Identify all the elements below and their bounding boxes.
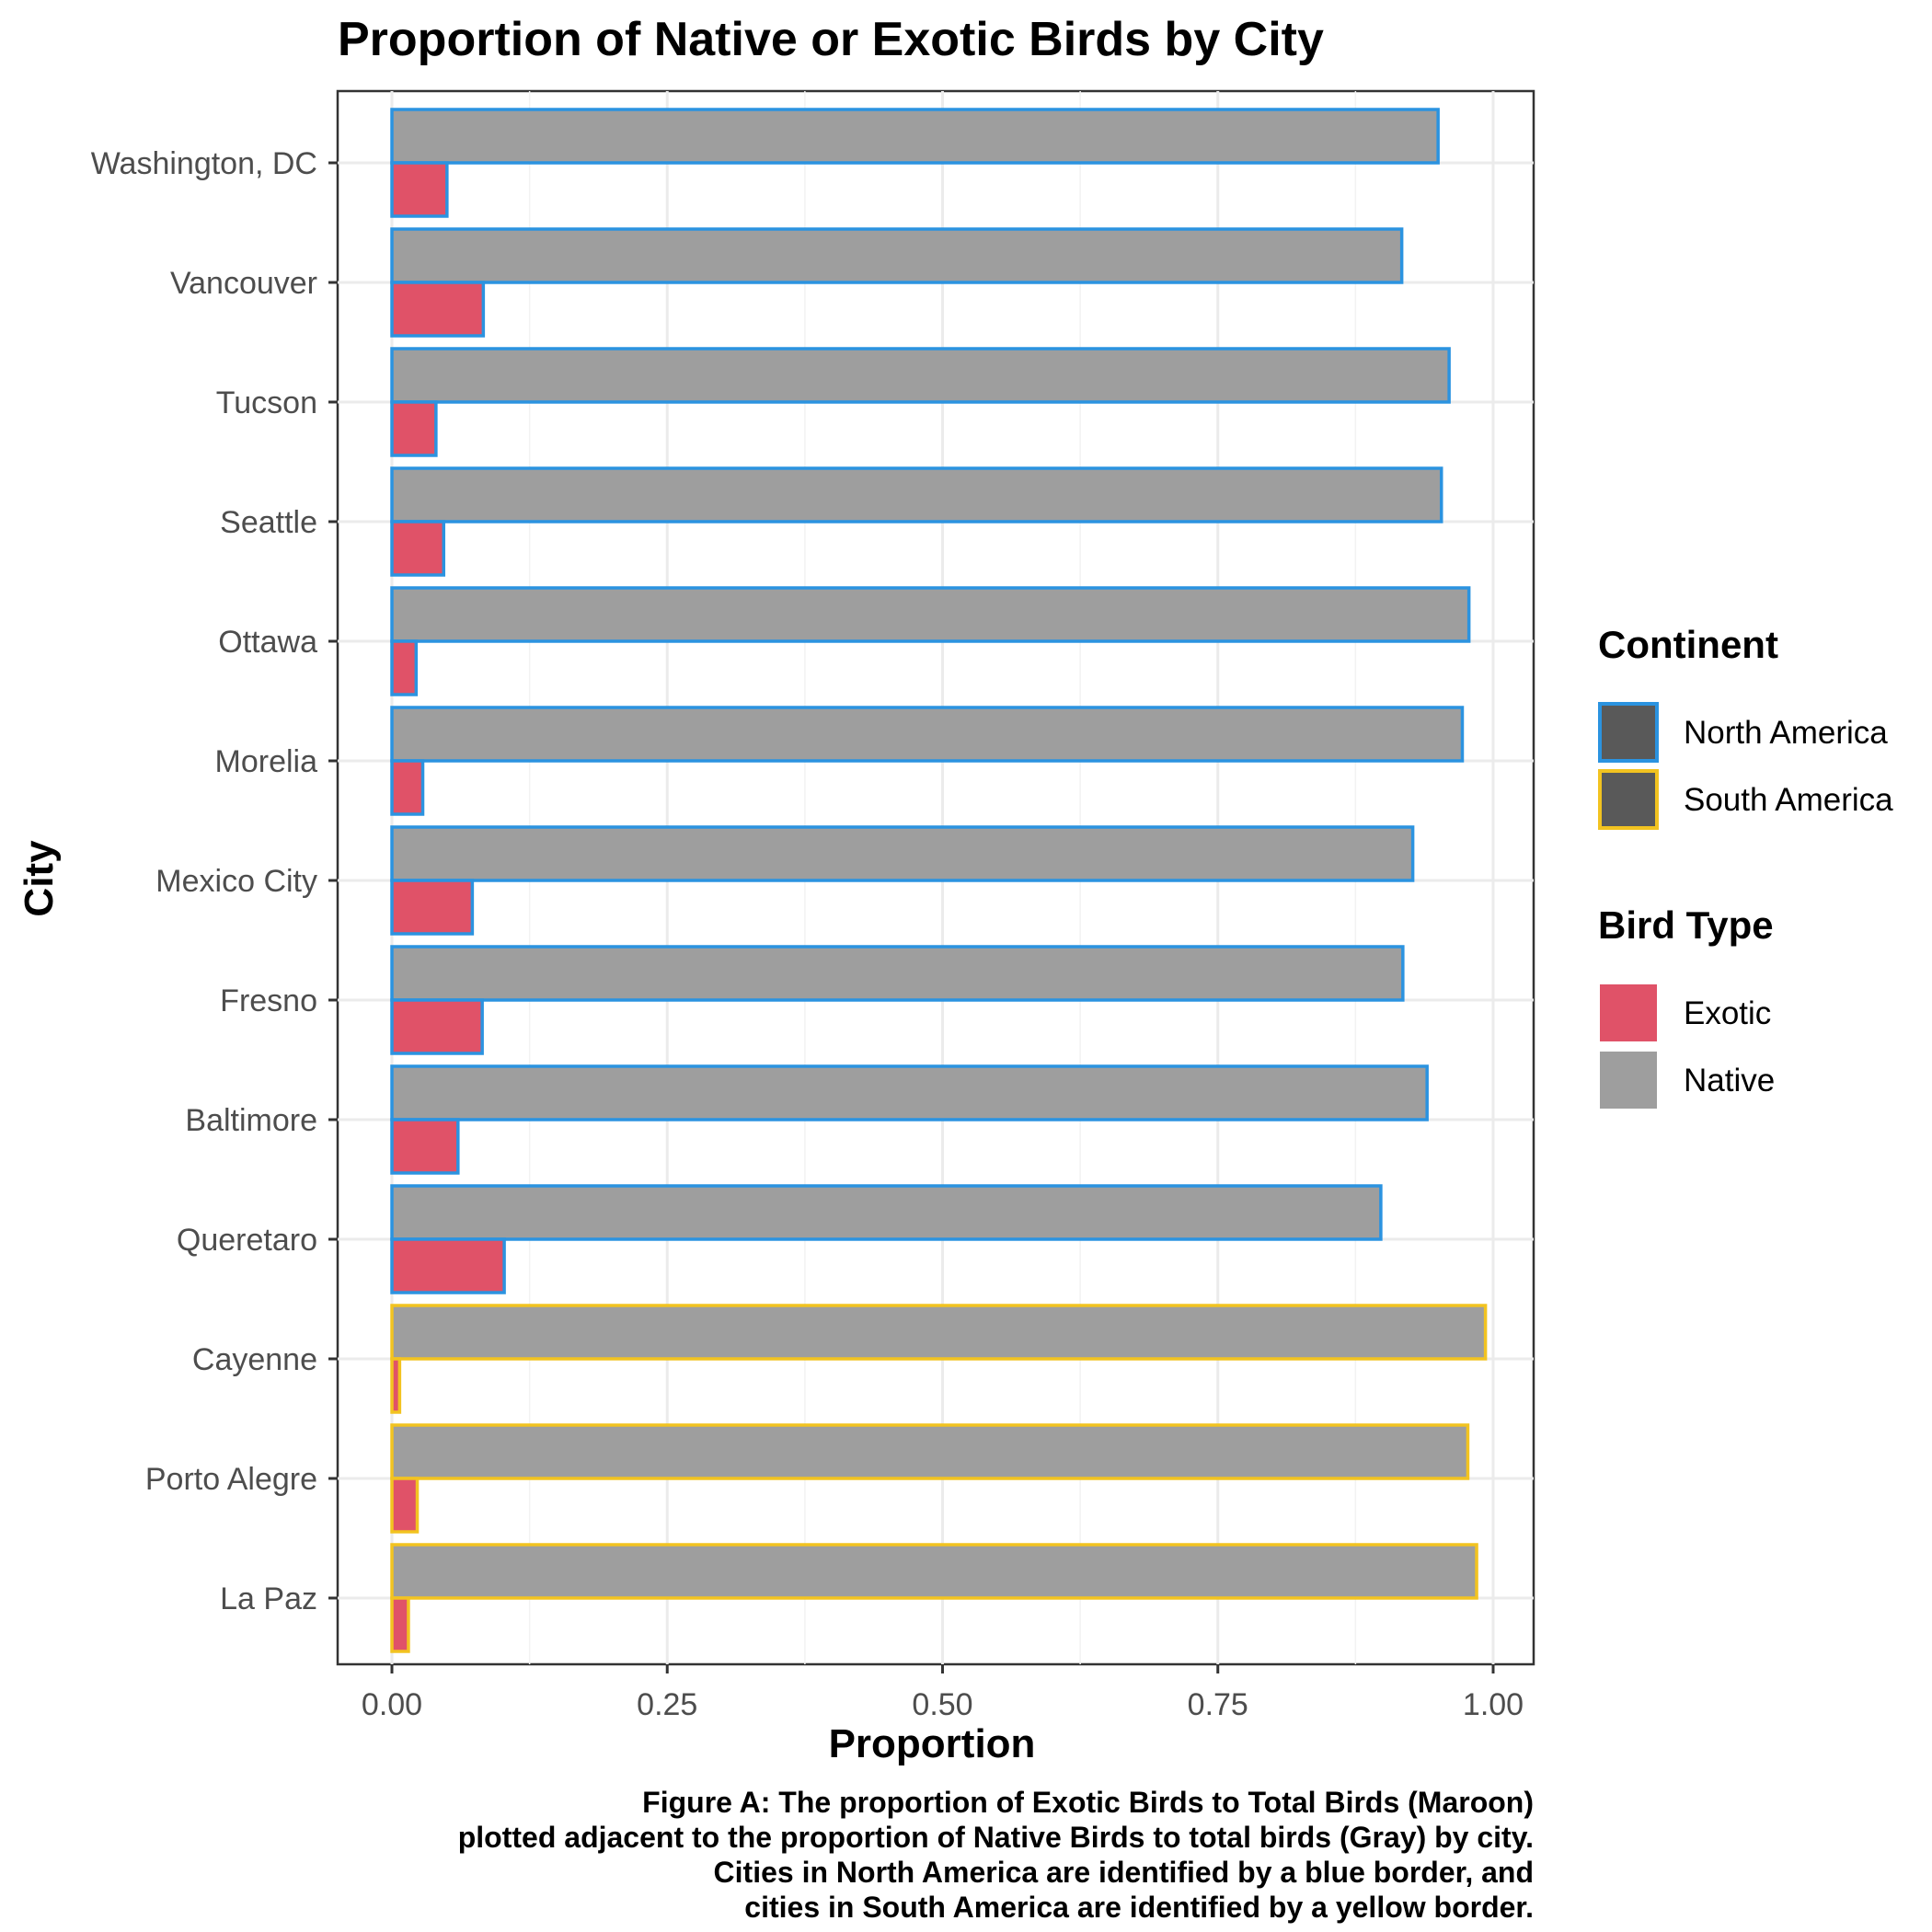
bar-native — [390, 466, 1443, 523]
bar-native — [390, 945, 1405, 1002]
bar-exotic — [390, 161, 449, 218]
x-tick-label: 0.25 — [637, 1687, 697, 1722]
figure-caption: Figure A: The proportion of Exotic Birds… — [458, 1786, 1534, 1924]
y-tick-label: Morelia — [215, 744, 318, 779]
bar-exotic — [390, 879, 475, 936]
bar-native — [390, 227, 1404, 284]
bar-exotic — [390, 639, 419, 696]
legend-key — [1598, 769, 1659, 830]
bar-native — [390, 1064, 1429, 1121]
caption-line: Cities in North America are identified b… — [714, 1856, 1534, 1889]
x-tick-label: 0.00 — [362, 1687, 422, 1722]
bar-exotic — [390, 998, 484, 1055]
caption-line: Figure A: The proportion of Exotic Birds… — [642, 1786, 1534, 1819]
x-tick-label: 0.75 — [1188, 1687, 1248, 1722]
bar-exotic — [390, 1357, 402, 1414]
legend: Continent North America South America Bird … — [1598, 623, 1893, 1109]
y-tick-label: Fresno — [220, 983, 317, 1018]
bar-native — [390, 108, 1440, 165]
caption-line: plotted adjacent to the proportion of Na… — [458, 1821, 1534, 1854]
legend-label: Native — [1684, 1063, 1775, 1098]
bar-exotic — [390, 520, 446, 577]
bar-native — [390, 825, 1415, 882]
legend-title: Bird Type — [1598, 903, 1774, 947]
bar-exotic — [390, 759, 425, 816]
bar-exotic — [390, 281, 486, 338]
bar-native — [390, 1543, 1478, 1600]
bars — [390, 108, 1488, 1653]
legend-key — [1598, 702, 1659, 763]
y-tick-label: Queretaro — [177, 1223, 317, 1258]
y-tick-label: Tucson — [216, 385, 317, 420]
bar-exotic — [390, 1477, 420, 1534]
y-axis: Washington, DC Vancouver Tucson Seattle Otta… — [91, 146, 338, 1616]
y-tick-label: Porto Alegre — [145, 1462, 317, 1497]
y-tick-label: Mexico City — [155, 864, 317, 899]
bar-exotic — [390, 1596, 410, 1653]
x-axis: 0.00 0.25 0.50 0.75 1.00 — [362, 1664, 1524, 1722]
legend-title: Continent — [1598, 623, 1778, 666]
y-tick-label: Cayenne — [192, 1342, 317, 1377]
legend-key — [1600, 1052, 1657, 1109]
caption-line: cities in South America are identified b… — [744, 1891, 1534, 1924]
bar-exotic — [390, 1118, 460, 1175]
y-tick-label: Seattle — [220, 505, 317, 540]
x-axis-title: Proportion — [829, 1721, 1036, 1766]
chart-title: Proportion of Native or Exotic Birds by … — [338, 13, 1324, 66]
bar-exotic — [390, 400, 438, 457]
y-tick-label: Washington, DC — [91, 146, 317, 181]
bar-native — [390, 1423, 1470, 1480]
x-tick-label: 1.00 — [1463, 1687, 1524, 1722]
y-tick-label: Vancouver — [170, 266, 317, 301]
bar-native — [390, 347, 1451, 404]
bar-exotic — [390, 1237, 506, 1294]
bar-native — [390, 706, 1465, 763]
y-tick-label: Ottawa — [218, 625, 317, 660]
legend-label: Exotic — [1684, 995, 1771, 1031]
bar-native — [390, 1304, 1488, 1361]
legend-label: South America — [1684, 782, 1893, 818]
y-tick-label: Baltimore — [185, 1103, 317, 1138]
bar-native — [390, 586, 1471, 643]
legend-label: North America — [1684, 715, 1888, 751]
y-tick-label: La Paz — [220, 1581, 317, 1616]
legend-key — [1600, 984, 1657, 1041]
x-tick-label: 0.50 — [912, 1687, 972, 1722]
bar-native — [390, 1184, 1383, 1241]
y-axis-title: City — [17, 840, 62, 917]
